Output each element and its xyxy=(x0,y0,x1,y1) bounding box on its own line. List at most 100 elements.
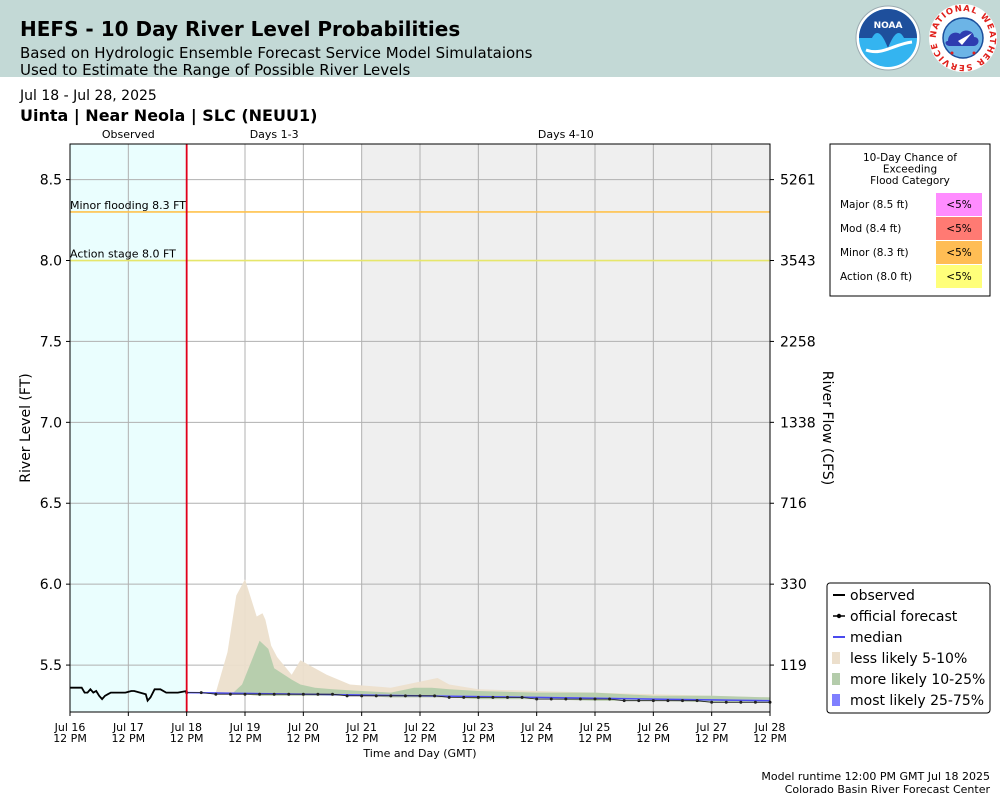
y-tick-label: 6.5 xyxy=(40,496,62,512)
official-forecast-point xyxy=(331,692,334,696)
official-forecast-point xyxy=(637,699,641,703)
official-forecast-point xyxy=(593,697,597,701)
legend-label: more likely 10-25% xyxy=(850,672,985,688)
x-tick-label: Jul 22 xyxy=(404,721,436,734)
model-runtime: Model runtime 12:00 PM GMT Jul 18 2025 xyxy=(761,770,990,783)
official-forecast-point xyxy=(345,694,349,698)
legend-item: more likely 10-25% xyxy=(832,672,985,688)
legend-swatch xyxy=(832,694,840,706)
x-tick-label: Jul 25 xyxy=(579,721,611,734)
header-banner: HEFS - 10 Day River Level Probabilities … xyxy=(0,0,1000,79)
legend-item: official forecast xyxy=(833,609,958,625)
x-tick-label: 12 PM xyxy=(287,732,321,745)
chart-background xyxy=(70,144,770,712)
area-more-likely xyxy=(186,640,770,703)
x-tick-label: 12 PM xyxy=(637,732,671,745)
flood-table-title: Flood Category xyxy=(870,175,950,187)
official-forecast-point xyxy=(433,694,437,698)
legend-item: less likely 5-10% xyxy=(832,651,967,667)
official-forecast-point xyxy=(622,699,626,703)
official-forecast-point xyxy=(287,692,291,696)
legend-label: less likely 5-10% xyxy=(850,651,967,667)
forecast-center: Colorado Basin River Forecast Center xyxy=(784,783,990,796)
official-forecast-point xyxy=(258,692,262,696)
x-tick-label: Jul 23 xyxy=(462,721,494,734)
official-forecast-point xyxy=(476,695,480,699)
series-lines xyxy=(70,144,772,712)
legend-label: most likely 25-75% xyxy=(850,693,984,709)
y-tick-label: 7.0 xyxy=(40,415,62,431)
y-tick-label: 6.0 xyxy=(40,577,62,593)
flood-row-label: Mod (8.4 ft) xyxy=(840,223,901,235)
region-label: Days 4-10 xyxy=(538,128,594,141)
official-forecast-point xyxy=(739,700,743,704)
region-2-shade xyxy=(186,144,362,712)
x-tick-label: 12 PM xyxy=(753,732,787,745)
page-subtitle-2: Used to Estimate the Range of Possible R… xyxy=(20,61,411,79)
official-forecast-point xyxy=(403,694,407,698)
legend-swatch xyxy=(832,652,840,664)
official-forecast-point xyxy=(491,695,495,699)
y2-tick-label: 716 xyxy=(780,496,807,512)
region-3-shade xyxy=(361,144,770,712)
nws-logo: NATIONAL WEATHER SERVICE xyxy=(929,4,997,72)
region-label: Observed xyxy=(102,128,155,141)
x-tick-label: Jul 17 xyxy=(112,721,144,734)
noaa-logo: NOAA xyxy=(855,5,921,71)
y-tick-label: 7.5 xyxy=(40,334,62,350)
chart-legend: observed official forecast median less like… xyxy=(826,582,991,714)
official-forecast-point xyxy=(564,697,568,701)
flood-row-label: Minor (8.3 ft) xyxy=(840,247,909,259)
page-title: HEFS - 10 Day River Level Probabilities xyxy=(20,17,461,41)
x-tick-label: Jul 21 xyxy=(345,721,377,734)
x-tick-label: Jul 16 xyxy=(54,721,86,734)
official-forecast-point xyxy=(724,700,728,704)
x-tick-label: Jul 18 xyxy=(170,721,202,734)
page-subtitle-1: Based on Hydrologic Ensemble Forecast Se… xyxy=(20,44,533,62)
official-forecast-point xyxy=(228,692,232,696)
flood-table-title: 10-Day Chance of xyxy=(863,152,957,164)
region-label: Days 1-3 xyxy=(250,128,299,141)
x-tick-label: 12 PM xyxy=(112,732,146,745)
x-axis-label: Time and Day (GMT) xyxy=(362,747,476,760)
official-forecast-point xyxy=(549,697,553,701)
x-tick-label: 12 PM xyxy=(695,732,729,745)
flood-row-value: <5% xyxy=(946,223,971,235)
x-tick-label: 12 PM xyxy=(170,732,204,745)
x-tick-label: Jul 27 xyxy=(695,721,727,734)
official-forecast-point xyxy=(578,697,582,701)
legend-item: observed xyxy=(833,588,915,604)
x-tick-label: Jul 24 xyxy=(520,721,552,734)
flood-row-label: Action (8.0 ft) xyxy=(840,271,912,283)
x-tick-label: Jul 20 xyxy=(287,721,319,734)
x-tick-label: 12 PM xyxy=(462,732,496,745)
official-forecast-point xyxy=(666,699,670,703)
official-forecast-point xyxy=(316,692,320,696)
flood-table-title: Exceeding xyxy=(883,164,937,176)
observed-line xyxy=(70,686,187,703)
flood-row-swatch xyxy=(936,241,982,264)
official-forecast-point xyxy=(360,694,364,698)
official-forecast-point xyxy=(462,695,466,699)
location-title: Uinta | Near Neola | SLC (NEUU1) xyxy=(20,106,318,125)
y2-tick-label: 2258 xyxy=(780,334,816,350)
x-tick-label: 12 PM xyxy=(53,732,87,745)
official-forecast-point xyxy=(389,694,393,698)
official-forecast-point xyxy=(651,699,655,703)
y2-tick-label: 330 xyxy=(780,577,807,593)
threshold-label: Action stage 8.0 FT xyxy=(70,248,176,261)
y-tick-label: 5.5 xyxy=(40,658,62,674)
official-forecast-point xyxy=(520,695,524,699)
date-range: Jul 18 - Jul 28, 2025 xyxy=(20,88,157,104)
x-tick-label: Jul 26 xyxy=(637,721,669,734)
x-tick-label: 12 PM xyxy=(403,732,437,745)
flood-row-value: <5% xyxy=(946,199,971,211)
official-forecast-point xyxy=(418,694,422,698)
legend-box xyxy=(826,582,991,714)
legend-item: median xyxy=(833,630,902,646)
y2-axis-label: River Flow (CFS) xyxy=(819,371,835,486)
legend-swatch-dot xyxy=(836,613,842,619)
legend-label: observed xyxy=(850,588,915,604)
legend-label: median xyxy=(850,630,902,646)
